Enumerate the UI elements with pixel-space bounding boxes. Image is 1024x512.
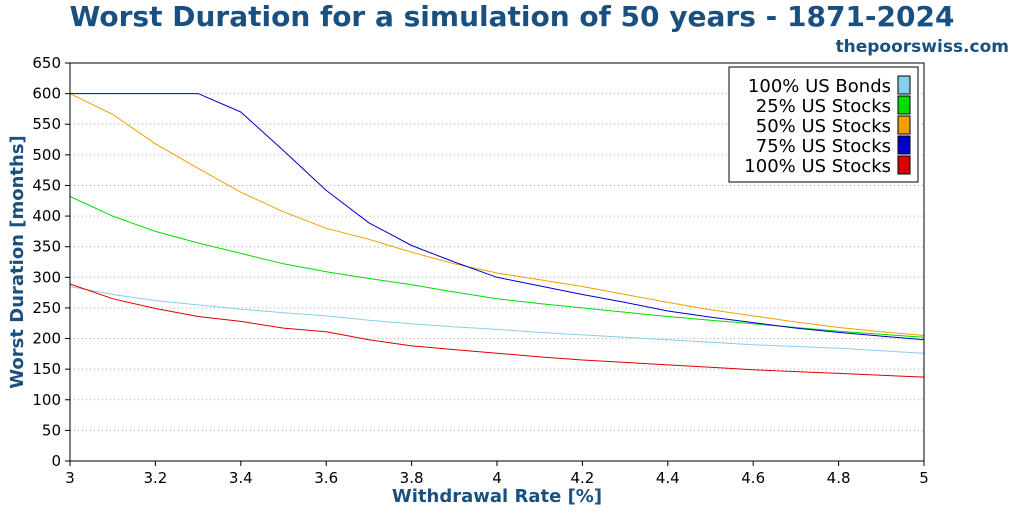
- x-tick-label: 3: [65, 469, 75, 487]
- legend-swatch-100pct-us-bonds: [897, 75, 911, 95]
- x-tick-label: 3.8: [400, 469, 424, 487]
- legend-label-50pct-us-stocks: 50% US Stocks: [756, 116, 891, 137]
- legend-label-25pct-us-stocks: 25% US Stocks: [756, 96, 891, 117]
- series-lines: [69, 93, 925, 378]
- x-axis-label: Withdrawal Rate [%]: [392, 486, 602, 507]
- y-tick-label: 250: [32, 299, 61, 317]
- y-tick-label: 600: [32, 85, 61, 103]
- legend-swatch-75pct-us-stocks: [897, 135, 911, 155]
- legend-label-100pct-us-bonds: 100% US Bonds: [748, 76, 891, 97]
- legend-box: [728, 66, 919, 183]
- x-tick-label: 4: [492, 469, 502, 487]
- x-tick-label: 3.4: [229, 469, 253, 487]
- x-tick-label: 5: [919, 469, 929, 487]
- y-tick-label: 50: [42, 421, 61, 439]
- series-line-100pct-us-stocks: [69, 283, 925, 378]
- y-tick-label: 400: [32, 207, 61, 225]
- x-tick-label: 3.6: [314, 469, 338, 487]
- y-tick-label: 650: [32, 54, 61, 72]
- series-line-75pct-us-stocks: [70, 93, 925, 341]
- y-tick-label: 200: [32, 330, 61, 348]
- chart-title: Worst Duration for a simulation of 50 ye…: [70, 0, 955, 33]
- y-tick-label: 350: [32, 238, 61, 256]
- y-tick-label: 100: [32, 391, 61, 409]
- x-tick-label: 3.2: [143, 469, 167, 487]
- series-line-100pct-us-bonds: [69, 286, 925, 354]
- legend-swatch-50pct-us-stocks: [897, 115, 911, 135]
- y-tick-label: 550: [32, 115, 61, 133]
- y-tick-label: 450: [32, 176, 61, 194]
- x-tick-label: 4.6: [741, 469, 765, 487]
- x-tick-label: 4.2: [570, 469, 594, 487]
- y-tick-label: 500: [32, 146, 61, 164]
- y-tick-label: 0: [51, 452, 61, 470]
- legend-label-100pct-us-stocks: 100% US Stocks: [744, 156, 891, 177]
- series-line-50pct-us-stocks: [69, 93, 925, 336]
- axis-ticks: 0 50 100 150 200 250 300 350 400 450 500 550 600 650 3…: [32, 54, 928, 487]
- legend-swatch-100pct-us-stocks: [897, 155, 911, 175]
- y-tick-label: 150: [32, 360, 61, 378]
- legend-label-75pct-us-stocks: 75% US Stocks: [756, 136, 891, 157]
- y-tick-label: 300: [32, 268, 61, 286]
- x-tick-label: 4.8: [827, 469, 851, 487]
- legend-swatch-25pct-us-stocks: [897, 95, 911, 115]
- chart-subtitle: thepoorswiss.com: [836, 37, 1010, 57]
- x-tick-label: 4.4: [656, 469, 680, 487]
- y-axis-label: Worst Duration [months]: [7, 135, 28, 389]
